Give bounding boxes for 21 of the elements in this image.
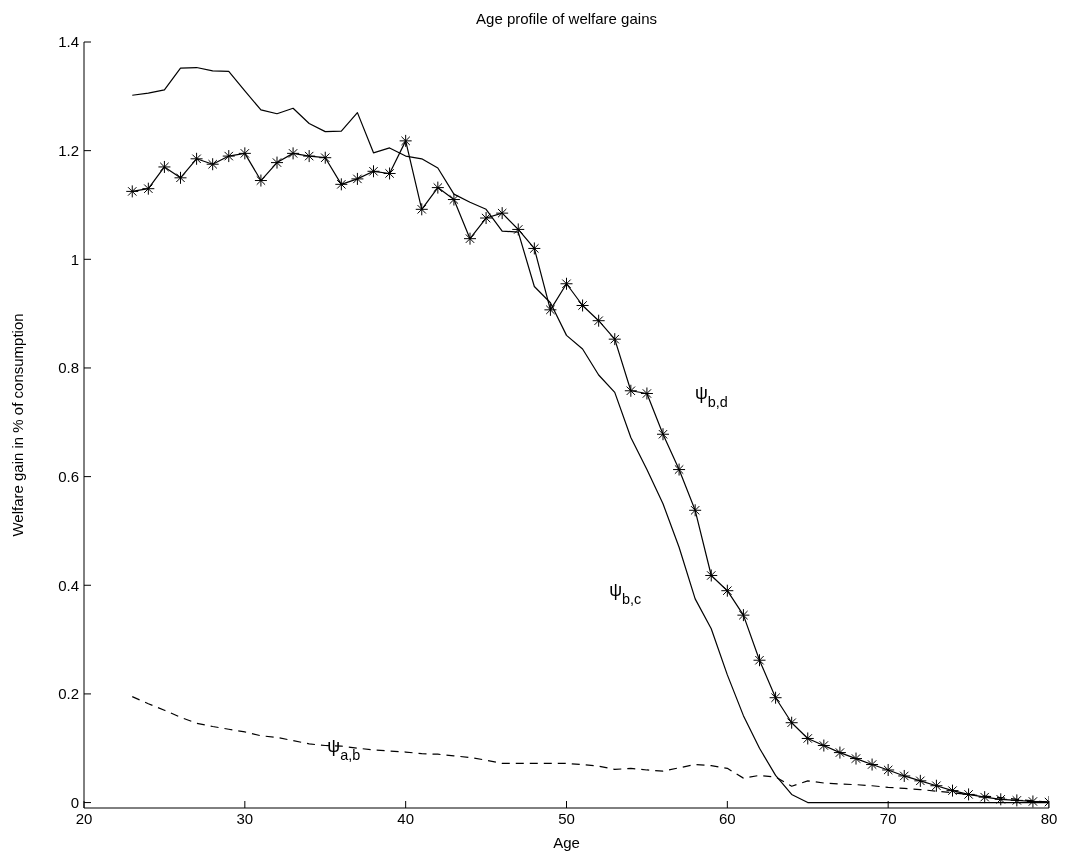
x-tick-label: 50 [558, 809, 575, 827]
x-axis-title: Age [553, 834, 580, 851]
y-tick-label: 0.6 [58, 467, 79, 485]
series-label: ψ$_{b,d}$ [695, 383, 728, 411]
x-tick-label: 30 [236, 809, 254, 827]
y-tick-label: 1.2 [58, 141, 79, 159]
x-tick-label: 70 [879, 809, 897, 827]
y-tick-label: 0 [70, 793, 79, 811]
x-tick-label: 80 [1040, 809, 1058, 827]
y-axis-title: Welfare gain in % of consumption [9, 313, 27, 537]
y-tick-label: 1.4 [58, 33, 79, 51]
series-label: ψ$_{a,b}$ [327, 736, 361, 764]
y-tick-label: 0.8 [58, 359, 79, 377]
y-tick-label: 0.2 [58, 685, 79, 703]
text: ψ$_{b,c}$ [609, 579, 642, 607]
chart-title: Age profile of welfare gains [476, 10, 657, 27]
y-tick-label: 0.4 [58, 576, 79, 594]
y-tick-label: 1 [70, 250, 79, 268]
x-tick-label: 60 [718, 809, 736, 827]
x-tick-label: 40 [397, 809, 415, 827]
x-tick-label: 20 [75, 809, 93, 827]
